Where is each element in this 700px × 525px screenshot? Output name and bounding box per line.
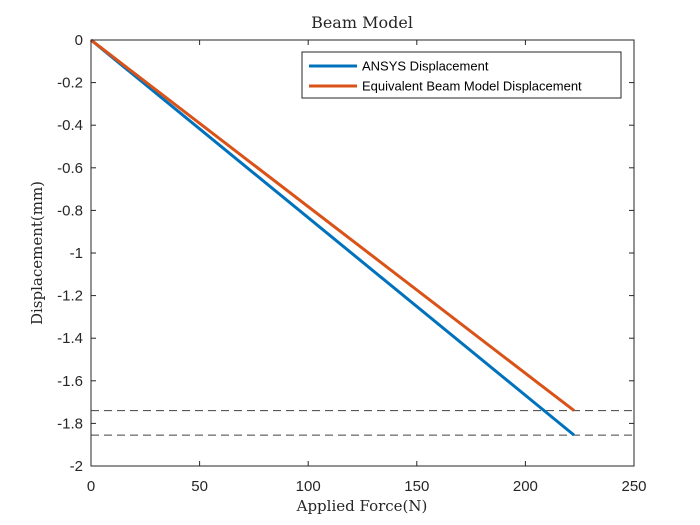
y-tick-label: -0.8 — [57, 202, 83, 219]
y-tick-label: -1 — [70, 245, 83, 262]
y-tick-label: -1.2 — [57, 288, 83, 305]
x-axis-label: Applied Force(N) — [296, 497, 428, 515]
series-line-0 — [90, 38, 575, 437]
x-tick-label: 100 — [296, 478, 321, 495]
y-axis-ticks: 0 -0.2 -0.4 -0.6 -0.8 -1 -1.2 -1.4 -1.6 -1.8 -2 — [57, 32, 634, 475]
legend: ANSYS Displacement Equivalent Beam Model… — [301, 51, 622, 99]
series-lines — [90, 38, 575, 437]
y-tick-label: 0 — [75, 32, 83, 49]
legend-label-equivalent: Equivalent Beam Model Displacement — [362, 79, 582, 94]
x-tick-label: 200 — [513, 478, 538, 495]
y-tick-label: -0.4 — [57, 117, 83, 134]
y-tick-label: -1.6 — [57, 373, 83, 390]
y-tick-label: -1.4 — [57, 330, 83, 347]
x-tick-label: 0 — [87, 478, 95, 495]
y-tick-label: -2 — [70, 458, 83, 475]
series-line-1 — [90, 38, 575, 412]
plot-area: 0 50 100 150 200 250 0 -0.2 -0.4 -0.6 -0.8 -1 -1.2 -… — [57, 32, 646, 495]
y-axis-label: Displacement(mm) — [28, 181, 46, 325]
x-tick-label: 150 — [404, 478, 429, 495]
x-tick-label: 50 — [191, 478, 208, 495]
y-tick-label: -0.6 — [57, 160, 83, 177]
x-axis-ticks: 0 50 100 150 200 250 — [87, 40, 647, 495]
chart-title: Beam Model — [311, 13, 413, 32]
legend-box — [301, 51, 622, 99]
legend-label-ansys: ANSYS Displacement — [362, 59, 489, 74]
y-tick-label: -0.2 — [57, 75, 83, 92]
x-tick-label: 250 — [621, 478, 646, 495]
y-tick-label: -1.8 — [57, 415, 83, 432]
